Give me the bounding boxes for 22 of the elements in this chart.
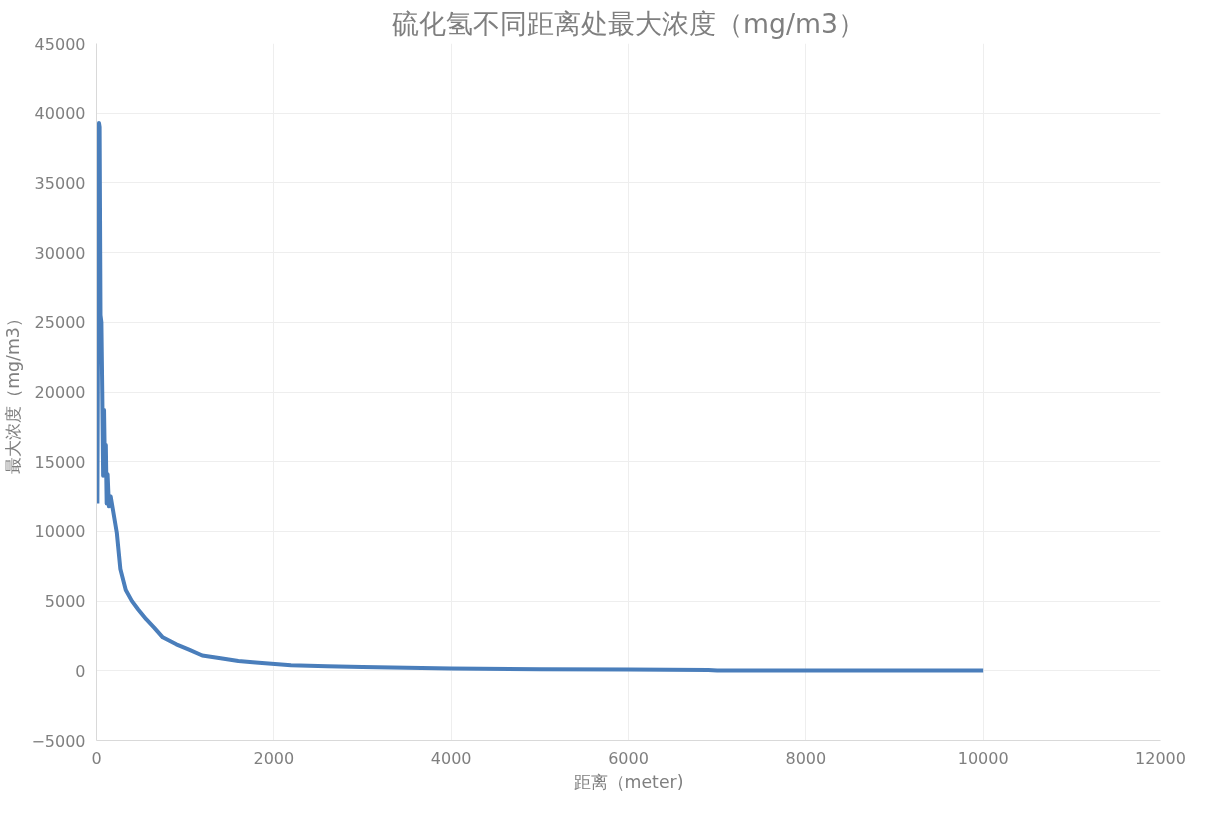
y-axis-title: 最大浓度（mg/m3） bbox=[3, 310, 24, 474]
y-tick-label: 25000 bbox=[34, 313, 86, 333]
y-tick-label: 10000 bbox=[34, 522, 86, 542]
x-tick-label: 10000 bbox=[957, 748, 1009, 768]
y-tick-label: 20000 bbox=[34, 383, 86, 402]
y-tick-label: 40000 bbox=[34, 104, 86, 124]
x-tick-label: 8000 bbox=[785, 748, 827, 768]
y-tick-label: 0 bbox=[75, 661, 86, 681]
y-tick-label: 5000 bbox=[44, 592, 86, 612]
x-tick-label: 0 bbox=[91, 748, 102, 768]
x-tick-label: 2000 bbox=[253, 748, 295, 768]
y-tick-label: 30000 bbox=[34, 243, 86, 263]
line-series bbox=[96, 120, 986, 673]
x-tick-label: 12000 bbox=[1135, 748, 1186, 768]
x-tick-label: 4000 bbox=[430, 748, 472, 768]
chart-title: 硫化氢不同距离处最大浓度（mg/m3） bbox=[392, 7, 865, 39]
y-tick-label: −5000 bbox=[31, 731, 86, 751]
y-tick-label: 15000 bbox=[34, 452, 86, 472]
x-tick-label: 6000 bbox=[608, 748, 649, 768]
y-tick-label: 45000 bbox=[34, 34, 86, 54]
x-axis-title: 距离（meter) bbox=[573, 771, 684, 792]
y-tick-label: 35000 bbox=[34, 173, 86, 193]
